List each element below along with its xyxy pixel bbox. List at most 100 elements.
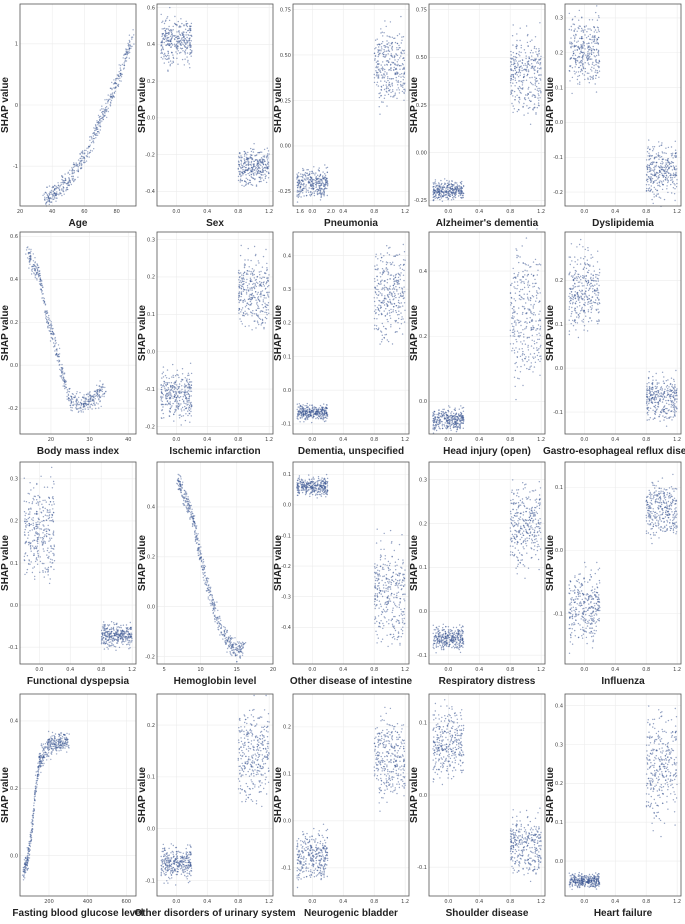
data-point — [647, 189, 650, 192]
data-point — [263, 159, 265, 161]
data-point — [268, 312, 270, 314]
data-point — [41, 290, 43, 292]
data-point — [526, 61, 529, 63]
y-tick-label: 0.1 — [555, 85, 563, 91]
data-point — [296, 403, 298, 405]
data-point — [40, 279, 42, 282]
data-point — [241, 172, 243, 174]
data-point — [178, 399, 181, 402]
data-point — [654, 188, 657, 190]
data-point — [383, 287, 385, 289]
data-point — [64, 387, 66, 390]
data-point — [49, 327, 51, 329]
data-point — [180, 51, 182, 54]
data-point — [57, 353, 60, 356]
data-point — [54, 345, 56, 348]
data-point — [459, 194, 461, 196]
data-point — [170, 40, 172, 43]
data-point — [435, 183, 437, 185]
data-point — [186, 22, 189, 25]
data-point — [403, 76, 405, 79]
data-point — [106, 116, 108, 119]
data-point — [389, 291, 391, 294]
data-point — [255, 299, 257, 301]
data-point — [301, 179, 303, 181]
data-point — [591, 48, 593, 50]
data-point — [658, 145, 661, 147]
data-point — [392, 62, 394, 64]
data-point — [582, 29, 584, 31]
data-point — [323, 420, 326, 423]
data-point — [379, 52, 381, 54]
point-cluster-1 — [509, 22, 542, 126]
data-point — [167, 40, 170, 43]
data-point — [180, 34, 182, 36]
data-point — [646, 187, 648, 190]
data-point — [523, 114, 525, 116]
data-point — [181, 368, 184, 370]
data-point — [77, 401, 80, 403]
data-point — [568, 12, 570, 15]
y-tick-label: 0.4 — [283, 253, 291, 259]
data-point — [257, 167, 259, 169]
data-point — [649, 167, 651, 169]
data-point — [160, 386, 163, 389]
data-point — [51, 337, 53, 339]
data-point — [304, 418, 306, 420]
data-point — [586, 58, 588, 60]
data-point — [527, 69, 530, 71]
data-point — [672, 162, 675, 164]
data-point — [663, 166, 666, 169]
data-point — [401, 73, 403, 75]
data-point — [251, 315, 253, 317]
data-point — [672, 174, 675, 177]
data-point — [386, 72, 388, 74]
data-point — [33, 268, 35, 270]
data-point — [309, 179, 311, 181]
data-point — [26, 247, 28, 249]
data-point — [105, 110, 107, 112]
data-point — [520, 80, 523, 83]
data-point — [261, 151, 263, 153]
data-point — [169, 408, 171, 410]
data-point — [397, 48, 400, 51]
data-point — [262, 255, 265, 258]
data-point — [174, 375, 177, 377]
data-point — [444, 190, 446, 192]
data-point — [69, 180, 71, 182]
data-point — [54, 338, 56, 340]
data-point — [385, 298, 387, 300]
data-point — [381, 313, 383, 315]
data-point — [178, 385, 181, 388]
data-point — [40, 291, 43, 293]
data-point — [384, 68, 386, 71]
data-point — [187, 414, 189, 417]
data-point — [171, 44, 174, 46]
data-point — [95, 407, 97, 410]
data-point — [325, 420, 327, 422]
data-point — [325, 182, 327, 184]
data-point — [71, 396, 73, 399]
data-point — [66, 395, 68, 398]
data-point — [515, 46, 518, 48]
data-point — [450, 185, 453, 188]
data-point — [99, 395, 101, 398]
data-point — [181, 37, 183, 39]
data-point — [315, 176, 317, 178]
data-point — [512, 105, 514, 107]
data-point — [539, 78, 541, 80]
x-tick-label: 40 — [125, 437, 131, 443]
data-point — [259, 311, 261, 313]
data-point — [105, 109, 107, 111]
data-point — [659, 180, 661, 182]
data-point — [381, 293, 383, 295]
data-point — [398, 305, 400, 307]
data-point — [667, 165, 669, 167]
data-point — [433, 189, 435, 191]
chart-svg: 0.750.500.250.00-0.250.0 0.4 0.8 1.2Alzheim… — [409, 3, 546, 229]
data-point — [261, 319, 264, 322]
data-point — [184, 58, 186, 60]
data-point — [315, 183, 317, 186]
data-point — [83, 157, 86, 159]
data-point — [659, 197, 662, 199]
